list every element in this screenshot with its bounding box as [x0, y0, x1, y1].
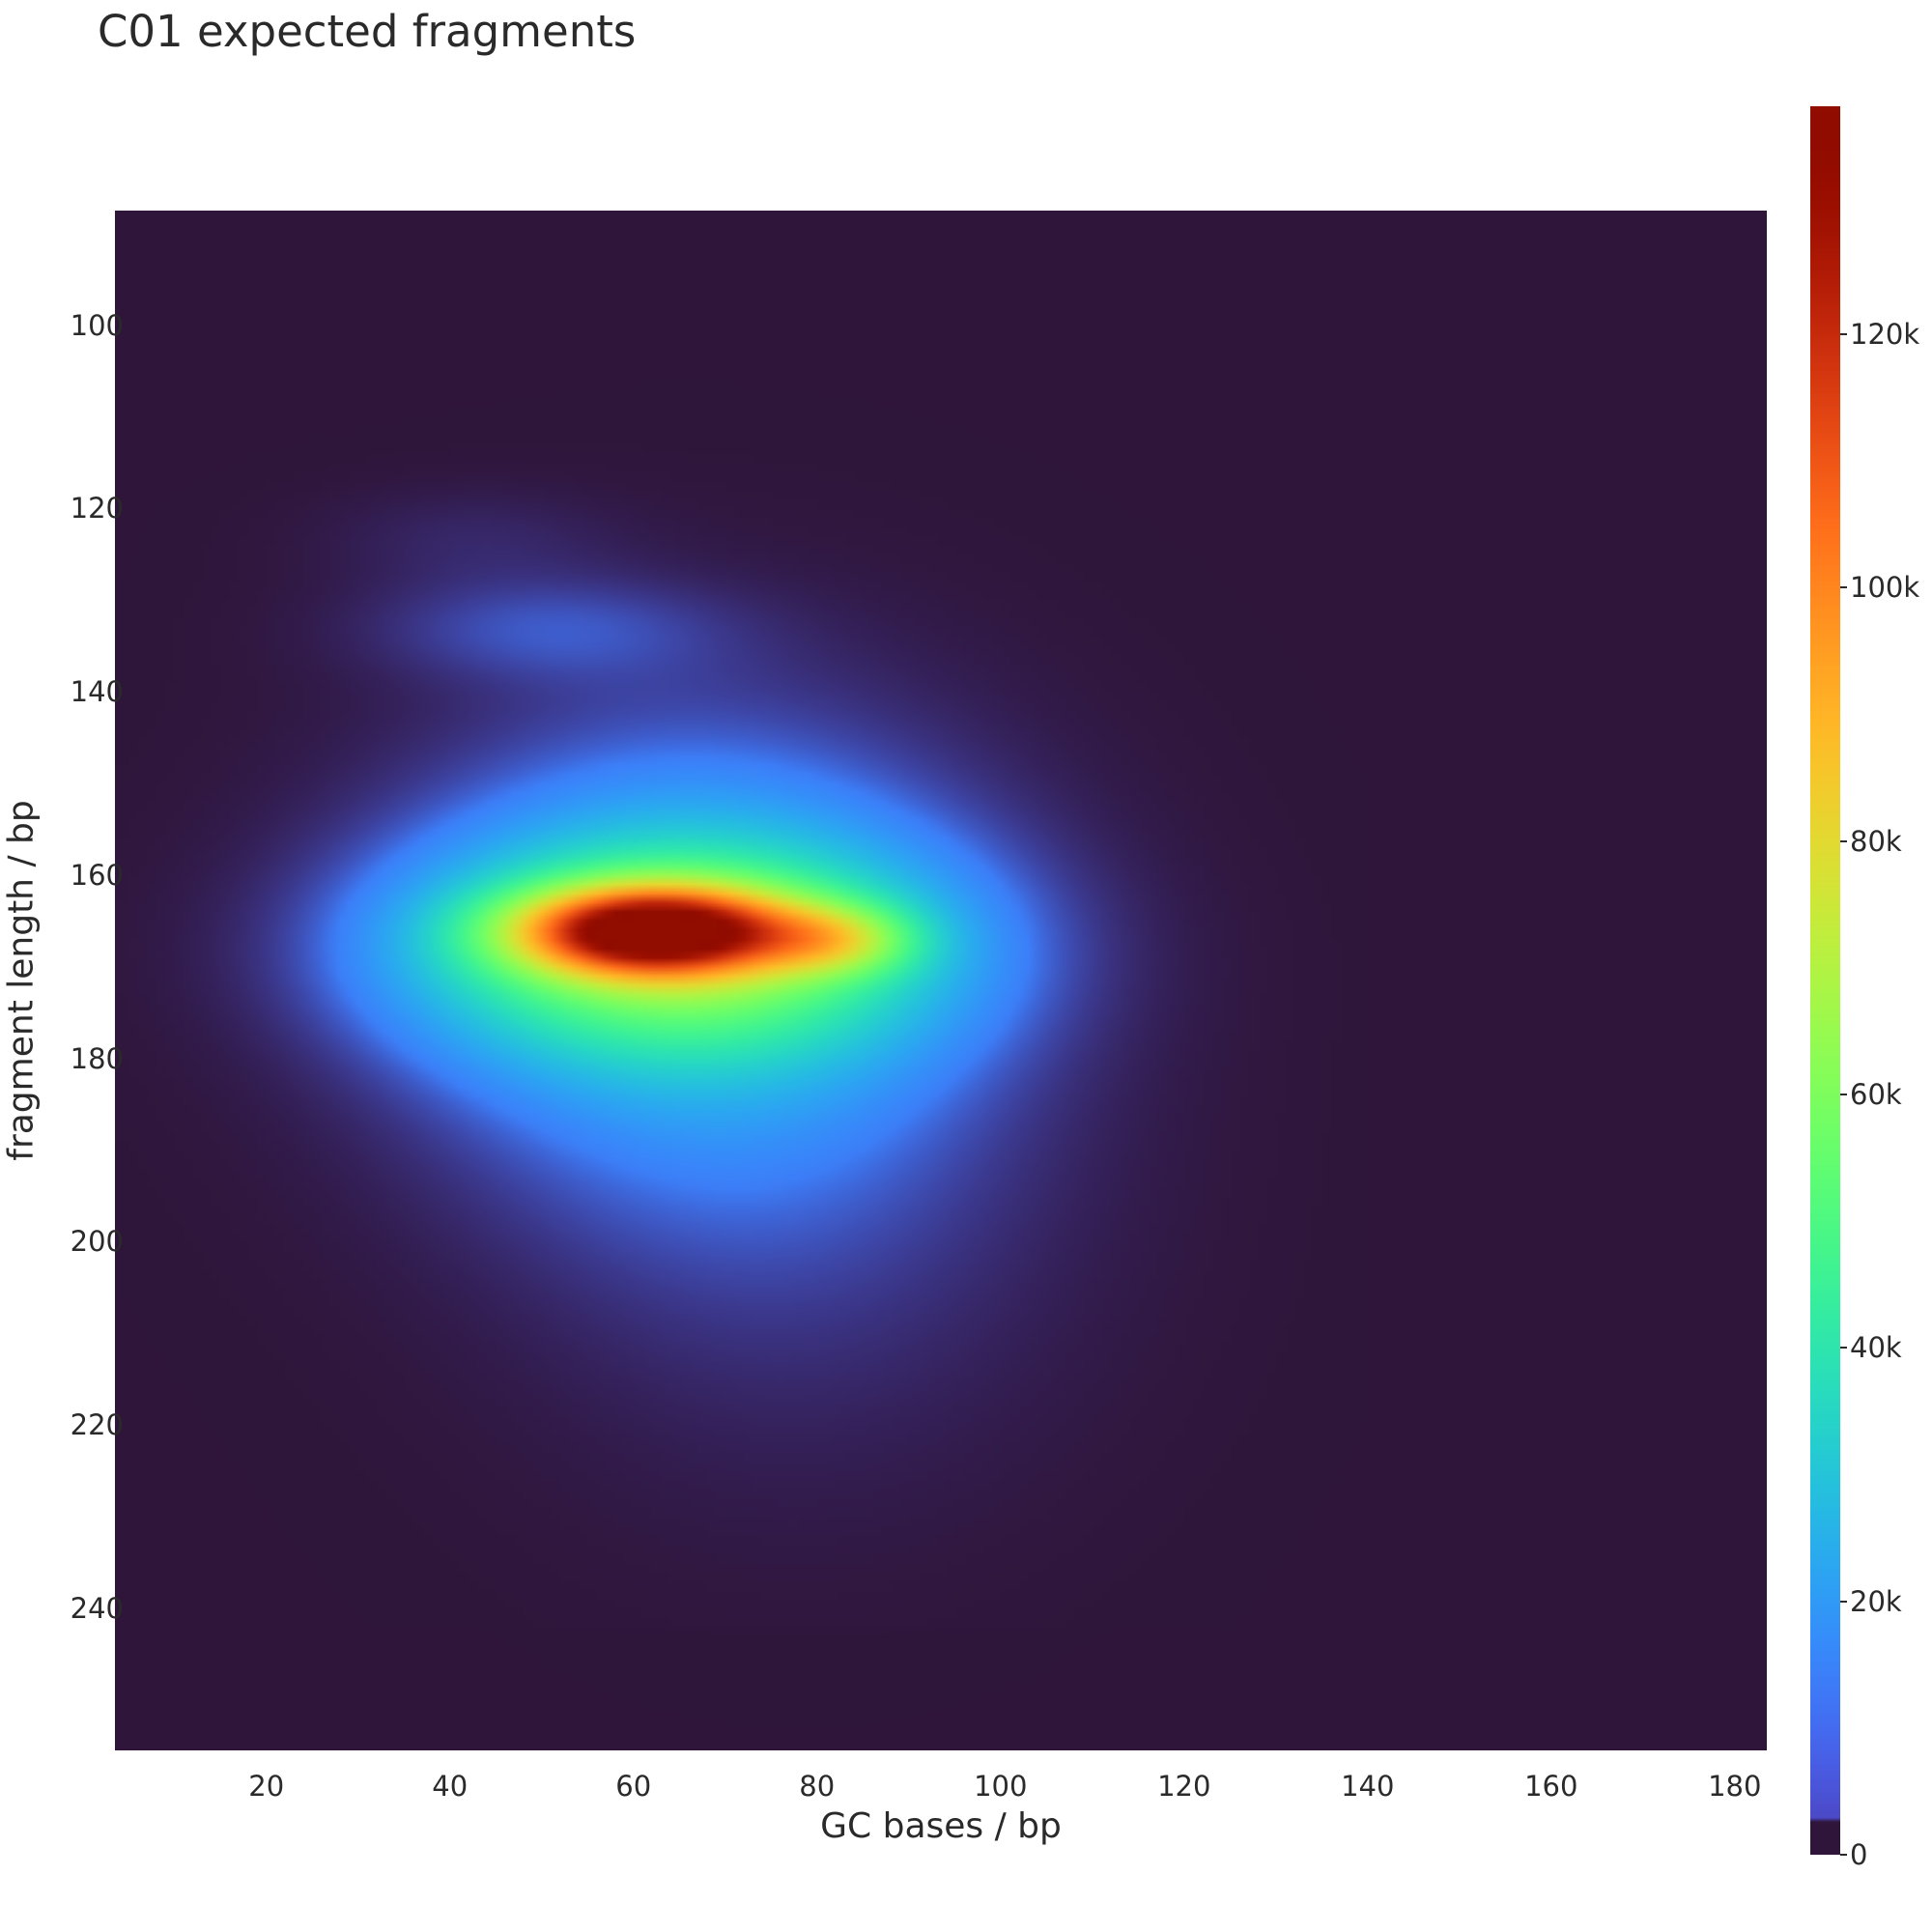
colorbar-tick-label: 20k	[1850, 1584, 1902, 1618]
colorbar	[1810, 106, 1840, 1855]
y-tick-label: 240	[70, 1591, 124, 1625]
colorbar-tick-mark	[1840, 1600, 1847, 1603]
x-tick-label: 20	[248, 1770, 285, 1803]
y-tick-label: 100	[70, 308, 124, 342]
x-tick-label: 160	[1524, 1770, 1578, 1803]
colorbar-gradient	[1810, 106, 1840, 1855]
chart-title: C01 expected fragments	[98, 6, 637, 57]
colorbar-tick-mark	[1840, 1094, 1847, 1096]
x-tick-label: 120	[1157, 1770, 1211, 1803]
colorbar-tick-mark	[1840, 586, 1847, 589]
colorbar-tick-mark	[1840, 839, 1847, 842]
heatmap-plot-area[interactable]	[115, 211, 1767, 1750]
y-tick-label: 180	[70, 1041, 124, 1075]
x-tick-label: 60	[615, 1770, 652, 1803]
colorbar-tick-label: 100k	[1850, 571, 1920, 605]
colorbar-tick-mark	[1840, 1347, 1847, 1350]
x-tick-label: 40	[432, 1770, 469, 1803]
y-tick-label: 120	[70, 492, 124, 526]
y-tick-label: 200	[70, 1225, 124, 1259]
x-tick-label: 100	[974, 1770, 1028, 1803]
y-tick-label: 220	[70, 1408, 124, 1442]
colorbar-tick-label: 80k	[1850, 824, 1902, 858]
colorbar-tick-label: 40k	[1850, 1331, 1902, 1365]
y-tick-label: 160	[70, 858, 124, 892]
colorbar-tick-mark	[1840, 333, 1847, 336]
heatmap-cells	[115, 211, 1767, 1750]
y-tick-label: 140	[70, 675, 124, 709]
x-tick-label: 80	[799, 1770, 836, 1803]
x-tick-label: 180	[1708, 1770, 1762, 1803]
colorbar-tick-label: 0	[1850, 1838, 1868, 1871]
colorbar-tick-label: 120k	[1850, 318, 1920, 352]
colorbar-tick-mark	[1840, 1854, 1847, 1856]
x-axis-label: GC bases / bp	[820, 1806, 1062, 1846]
x-tick-label: 140	[1341, 1770, 1395, 1803]
y-axis-label: fragment length / bp	[1, 800, 42, 1161]
colorbar-tick-label: 60k	[1850, 1078, 1902, 1112]
